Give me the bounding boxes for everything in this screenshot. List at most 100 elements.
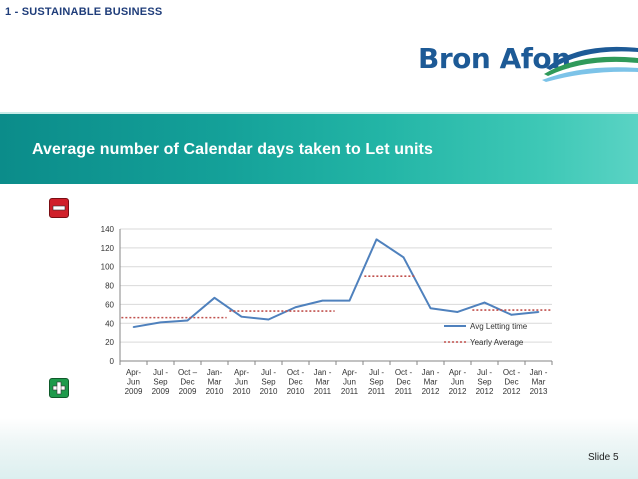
x-tick-label-line: 2011 xyxy=(341,387,359,396)
x-tick-label-line: Oct - xyxy=(503,368,521,377)
x-tick-label-line: Sep xyxy=(477,378,492,387)
x-tick-label: Jan -Mar 2011 xyxy=(314,368,332,396)
expand-button[interactable] xyxy=(49,378,69,398)
x-tick-label-line: Dec xyxy=(504,378,518,387)
x-tick-label-line: 2010 xyxy=(233,387,251,396)
x-tick-label: Jan-Mar 2010 xyxy=(206,368,224,396)
y-axis: 0 20 40 60 80 100 120 140 xyxy=(101,225,121,366)
x-tick-label-line: Sep xyxy=(153,378,168,387)
avg-letting-time-point xyxy=(321,299,324,302)
x-tick-label: Oct -Dec 2010 xyxy=(287,368,305,396)
x-tick-label-line: Jun xyxy=(451,378,464,387)
x-tick-label: Apr -Jun 2012 xyxy=(449,368,467,396)
x-tick-label-line: 2012 xyxy=(449,387,467,396)
x-tick-label-line: 2011 xyxy=(368,387,386,396)
avg-letting-time-point xyxy=(375,238,378,241)
y-tick-label: 80 xyxy=(105,282,114,291)
x-tick-label: Apr-Jun 2010 xyxy=(233,368,251,396)
y-tick-label: 40 xyxy=(105,319,114,328)
x-tick-label-line: Apr- xyxy=(126,368,141,377)
x-tick-label-line: Jan- xyxy=(207,368,223,377)
series-layer xyxy=(121,238,551,329)
slide-number: Slide 5 xyxy=(588,452,619,463)
y-tick-label: 20 xyxy=(105,338,114,347)
x-tick-label: Oct – Dec 2009 xyxy=(178,368,198,396)
avg-letting-time-point xyxy=(132,326,135,328)
title-banner xyxy=(0,112,638,184)
minus-icon xyxy=(52,205,66,211)
x-tick-label-line: Jan - xyxy=(422,368,440,377)
x-tick-label-line: Jul - xyxy=(369,368,384,377)
x-tick-label: Apr-Jun 2011 xyxy=(341,368,359,396)
x-tick-label-line: Sep xyxy=(369,378,384,387)
page-title: Average number of Calendar days taken to… xyxy=(32,141,433,158)
x-tick-label-line: 2009 xyxy=(125,387,143,396)
x-tick-label: Jul -Sep 2010 xyxy=(260,368,278,396)
x-tick-label-line: Mar xyxy=(424,378,438,387)
x-tick-label-line: Jul - xyxy=(153,368,168,377)
avg-letting-time-point xyxy=(483,301,486,304)
avg-letting-time-point xyxy=(159,321,162,324)
y-tick-label: 120 xyxy=(101,244,115,253)
y-tick-label: 140 xyxy=(101,225,115,234)
footer-decoration xyxy=(0,418,638,479)
chart-area: 0 20 40 60 80 100 120 140 Apr-Jun 2009 Jul -Sep 20… xyxy=(76,215,566,410)
x-tick-label-line: Jul - xyxy=(261,368,276,377)
x-tick-label: Apr-Jun 2009 xyxy=(125,368,143,396)
y-tick-label: 100 xyxy=(101,263,115,272)
x-tick-label-line: Mar xyxy=(532,378,546,387)
x-tick-label-line: 2010 xyxy=(206,387,224,396)
avg-letting-time-point xyxy=(537,311,540,313)
x-tick-label: Oct -Dec 2012 xyxy=(503,368,521,396)
x-tick-label-line: Mar xyxy=(208,378,222,387)
x-tick-label: Oct -Dec 2011 xyxy=(395,368,413,396)
x-tick-label: Jul -Sep 2011 xyxy=(368,368,386,396)
x-tick-label-line: Oct – xyxy=(178,368,198,377)
x-tick-label: Jul -Sep 2012 xyxy=(476,368,494,396)
legend-label-avg-letting-time: Avg Letting time xyxy=(470,322,528,331)
x-tick-label-line: Jul - xyxy=(477,368,492,377)
x-tick-label-line: Dec xyxy=(396,378,410,387)
avg-letting-time-point xyxy=(510,314,513,316)
collapse-button[interactable] xyxy=(49,198,69,218)
y-tick-label: 60 xyxy=(105,300,114,309)
legend-label-yearly-average: Yearly Average xyxy=(470,338,524,347)
y-tick-label: 0 xyxy=(110,357,115,366)
x-tick-label-line: 2010 xyxy=(287,387,305,396)
chart-legend: Avg Letting time Yearly Average xyxy=(444,322,528,347)
banner-divider xyxy=(0,112,638,114)
x-tick-label-line: Oct - xyxy=(287,368,305,377)
x-tick-label-line: 2009 xyxy=(179,387,197,396)
x-tick-label-line: Jun xyxy=(235,378,248,387)
x-tick-label-line: 2009 xyxy=(152,387,170,396)
x-tick-label-line: Dec xyxy=(288,378,302,387)
x-tick-label: Jan -Mar 2012 xyxy=(422,368,440,396)
x-tick-label-line: Jun xyxy=(127,378,140,387)
x-tick-label-line: Jun xyxy=(343,378,356,387)
avg-letting-time-point xyxy=(240,315,243,318)
avg-letting-time-point xyxy=(267,318,270,321)
x-tick-label-line: Apr- xyxy=(342,368,357,377)
avg-letting-time-point xyxy=(456,311,459,313)
x-tick-label-line: 2012 xyxy=(422,387,440,396)
x-tick-label-line: Jan - xyxy=(314,368,332,377)
x-tick-label-line: Dec xyxy=(180,378,194,387)
avg-letting-time-point xyxy=(186,319,189,322)
bron-afon-logo: Bron Afon xyxy=(418,40,638,88)
plus-icon xyxy=(52,381,66,395)
x-tick-label-line: 2011 xyxy=(314,387,332,396)
x-tick-label: Jul -Sep 2009 xyxy=(152,368,170,396)
x-tick-label-line: Mar xyxy=(316,378,330,387)
x-tick-label-line: 2012 xyxy=(503,387,521,396)
x-tick-label-line: 2010 xyxy=(260,387,278,396)
section-label: 1 - SUSTAINABLE BUSINESS xyxy=(5,6,163,18)
avg-letting-time-point xyxy=(213,297,216,299)
x-tick-label-line: Oct - xyxy=(395,368,413,377)
x-tick-label-line: Apr - xyxy=(449,368,467,377)
avg-letting-time-point xyxy=(294,306,297,309)
avg-letting-time-line xyxy=(133,238,539,329)
avg-letting-time-point xyxy=(348,299,351,302)
x-tick-label-line: 2011 xyxy=(395,387,413,396)
